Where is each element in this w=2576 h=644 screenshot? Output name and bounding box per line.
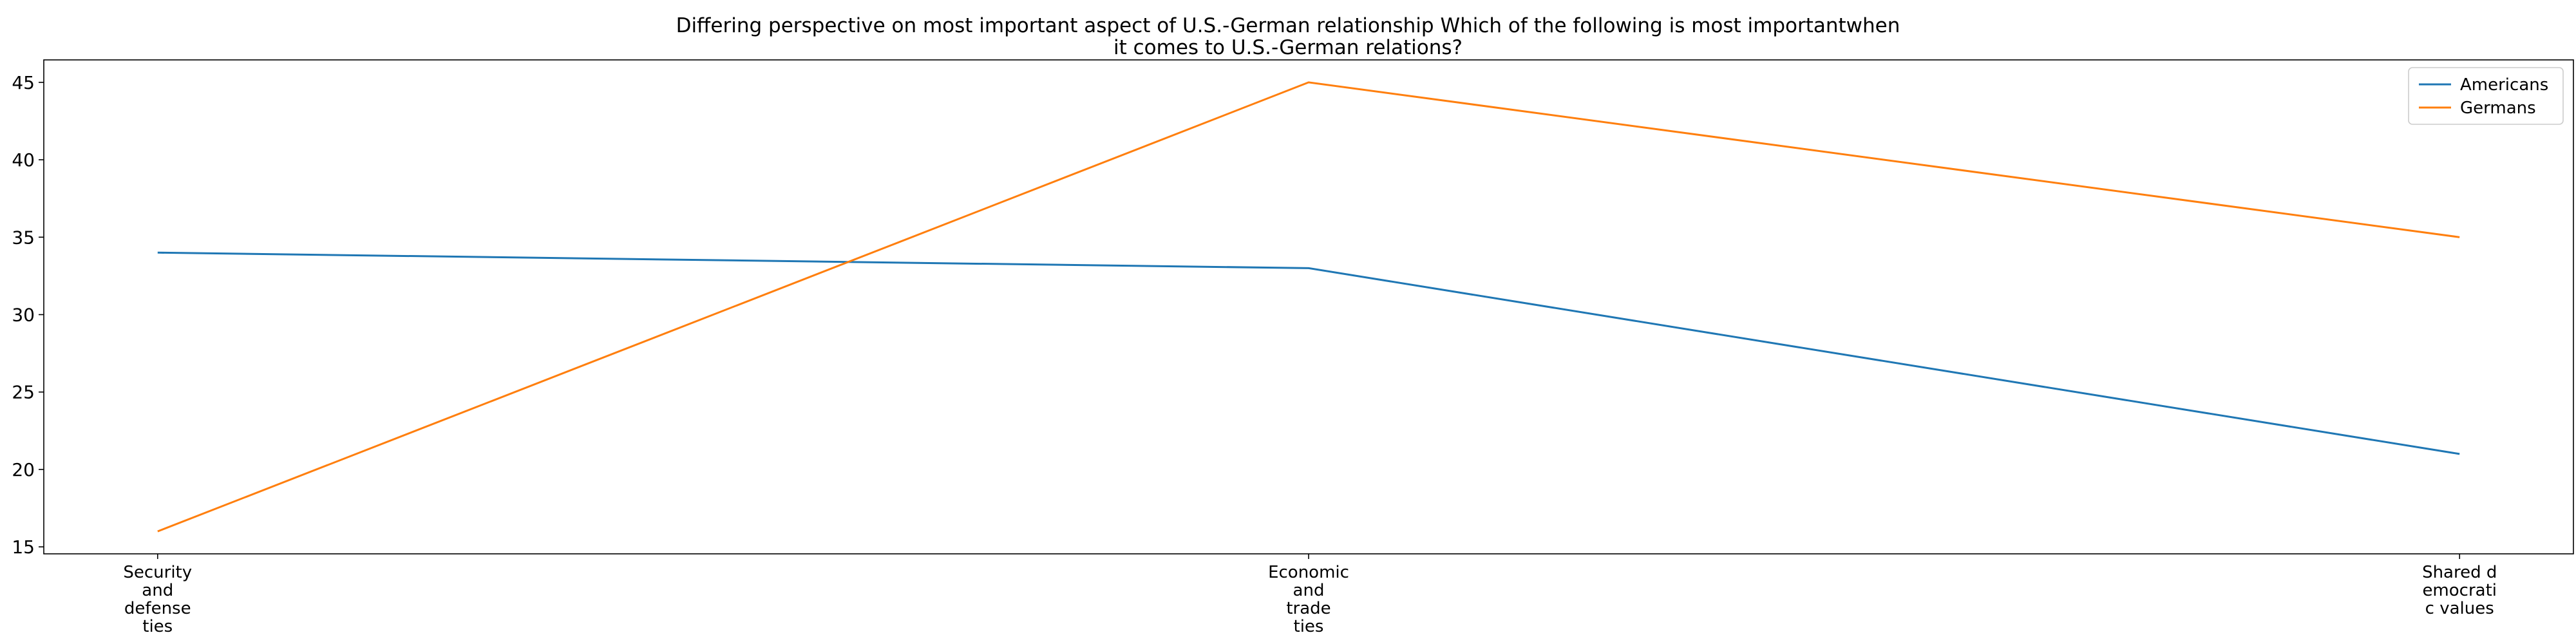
x-tick-label-line: and: [1293, 581, 1325, 600]
x-tick-label-line: Economic: [1268, 563, 1349, 582]
x-tick-label-line: and: [142, 581, 173, 600]
x-tick-label-line: defense: [124, 599, 191, 618]
plot-frame: [43, 59, 2574, 554]
series-line-germans: [157, 81, 2460, 533]
y-tick-label: 45: [12, 72, 35, 93]
x-tick-label-line: c values: [2425, 599, 2494, 618]
x-tick-label-line: ties: [142, 617, 173, 636]
y-tick-label: 35: [12, 227, 35, 248]
x-tick-label-line: Security: [123, 563, 192, 582]
x-tick-label-line: Shared d: [2422, 563, 2497, 582]
legend-box: [2408, 67, 2564, 125]
x-tick-label-line: ties: [1294, 617, 1324, 636]
series-line-americans: [157, 251, 2460, 455]
chart-title-line-2: it comes to U.S.-German relations?: [1113, 36, 1463, 59]
chart-title-line-1: Differing perspective on most important …: [676, 14, 1900, 37]
legend-label-americans: Americans: [2460, 75, 2548, 95]
y-tick-label: 25: [12, 382, 35, 403]
y-tick-label: 20: [12, 459, 35, 480]
y-tick-label: 40: [12, 149, 35, 171]
y-tick-label: 15: [12, 536, 35, 558]
y-tick-label: 30: [12, 305, 35, 326]
x-tick-label-line: trade: [1286, 599, 1331, 618]
x-tick-label-line: emocrati: [2422, 581, 2497, 600]
legend-label-germans: Germans: [2460, 99, 2536, 118]
legend: Americans Germans: [2408, 67, 2564, 125]
